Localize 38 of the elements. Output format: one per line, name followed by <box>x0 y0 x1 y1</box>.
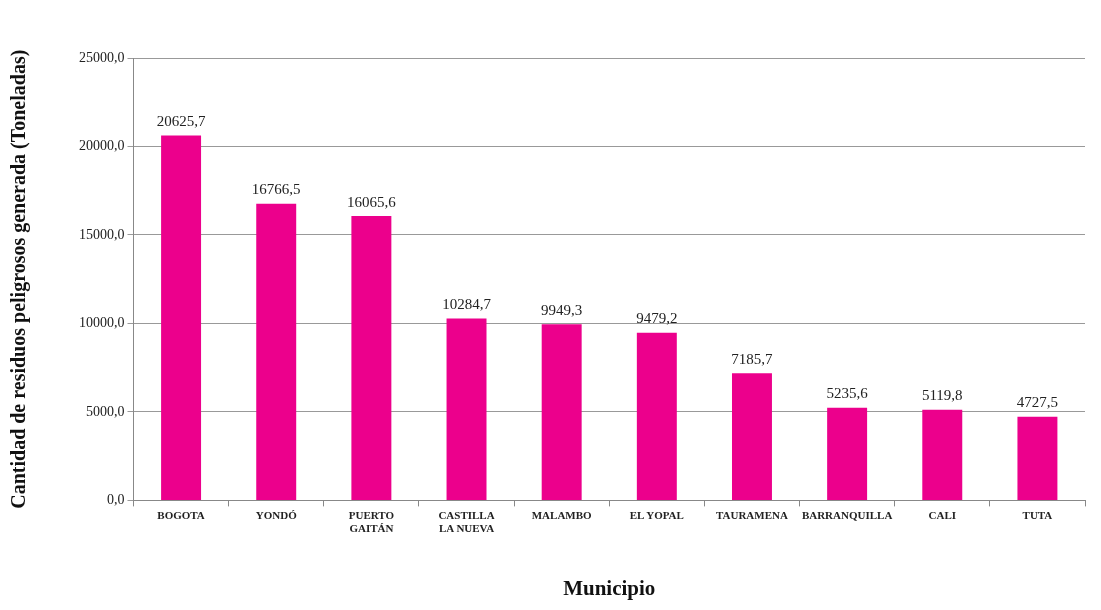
x-tick-label: TAURAMENA <box>716 508 788 521</box>
data-label: 4727,5 <box>1016 394 1059 411</box>
bar <box>922 409 963 500</box>
data-label: 5235,6 <box>826 385 869 402</box>
y-tick-label: 10000,0 <box>79 315 125 331</box>
bar <box>1017 416 1058 500</box>
bar <box>256 203 297 500</box>
y-tick-label: 0,0 <box>107 492 125 508</box>
data-label: 5119,8 <box>921 387 963 404</box>
y-tick-label: 15000,0 <box>79 226 125 242</box>
data-label: 10284,7 <box>442 295 492 312</box>
data-label: 16065,6 <box>347 193 397 210</box>
x-tick-label: BOGOTA <box>157 508 205 521</box>
bar <box>636 332 677 500</box>
bar <box>827 407 868 500</box>
data-label: 16766,5 <box>251 181 301 198</box>
x-tick-label: YONDÓ <box>255 508 298 521</box>
x-tick-label: MALAMBO <box>531 508 593 521</box>
x-axis-title: Municipio <box>563 575 656 600</box>
bar <box>541 324 582 500</box>
y-tick-label: 20000,0 <box>79 138 125 154</box>
data-label: 9479,2 <box>636 310 678 327</box>
y-axis-title: Cantidad de residuos peligrosos generada (Toneladas) <box>7 49 31 509</box>
bar <box>731 373 772 500</box>
data-label: 9949,3 <box>541 301 583 318</box>
x-tick-label: TUTA <box>1022 508 1053 521</box>
data-label: 7185,7 <box>731 350 774 367</box>
bar <box>446 318 487 500</box>
x-tick-label: CASTILLA LA NUEVA <box>438 508 495 535</box>
x-tick-label: BARRANQUILLA <box>801 508 893 521</box>
x-tick-label: PUERTO GAITÁN <box>348 508 395 535</box>
data-label: 20625,7 <box>156 112 206 129</box>
bar <box>351 216 392 500</box>
bar <box>161 135 202 500</box>
x-tick-label: EL YOPAL <box>629 508 684 521</box>
y-tick-label: 25000,0 <box>79 49 125 65</box>
y-tick-label: 5000,0 <box>86 403 125 419</box>
x-tick-label: CALI <box>928 508 957 521</box>
